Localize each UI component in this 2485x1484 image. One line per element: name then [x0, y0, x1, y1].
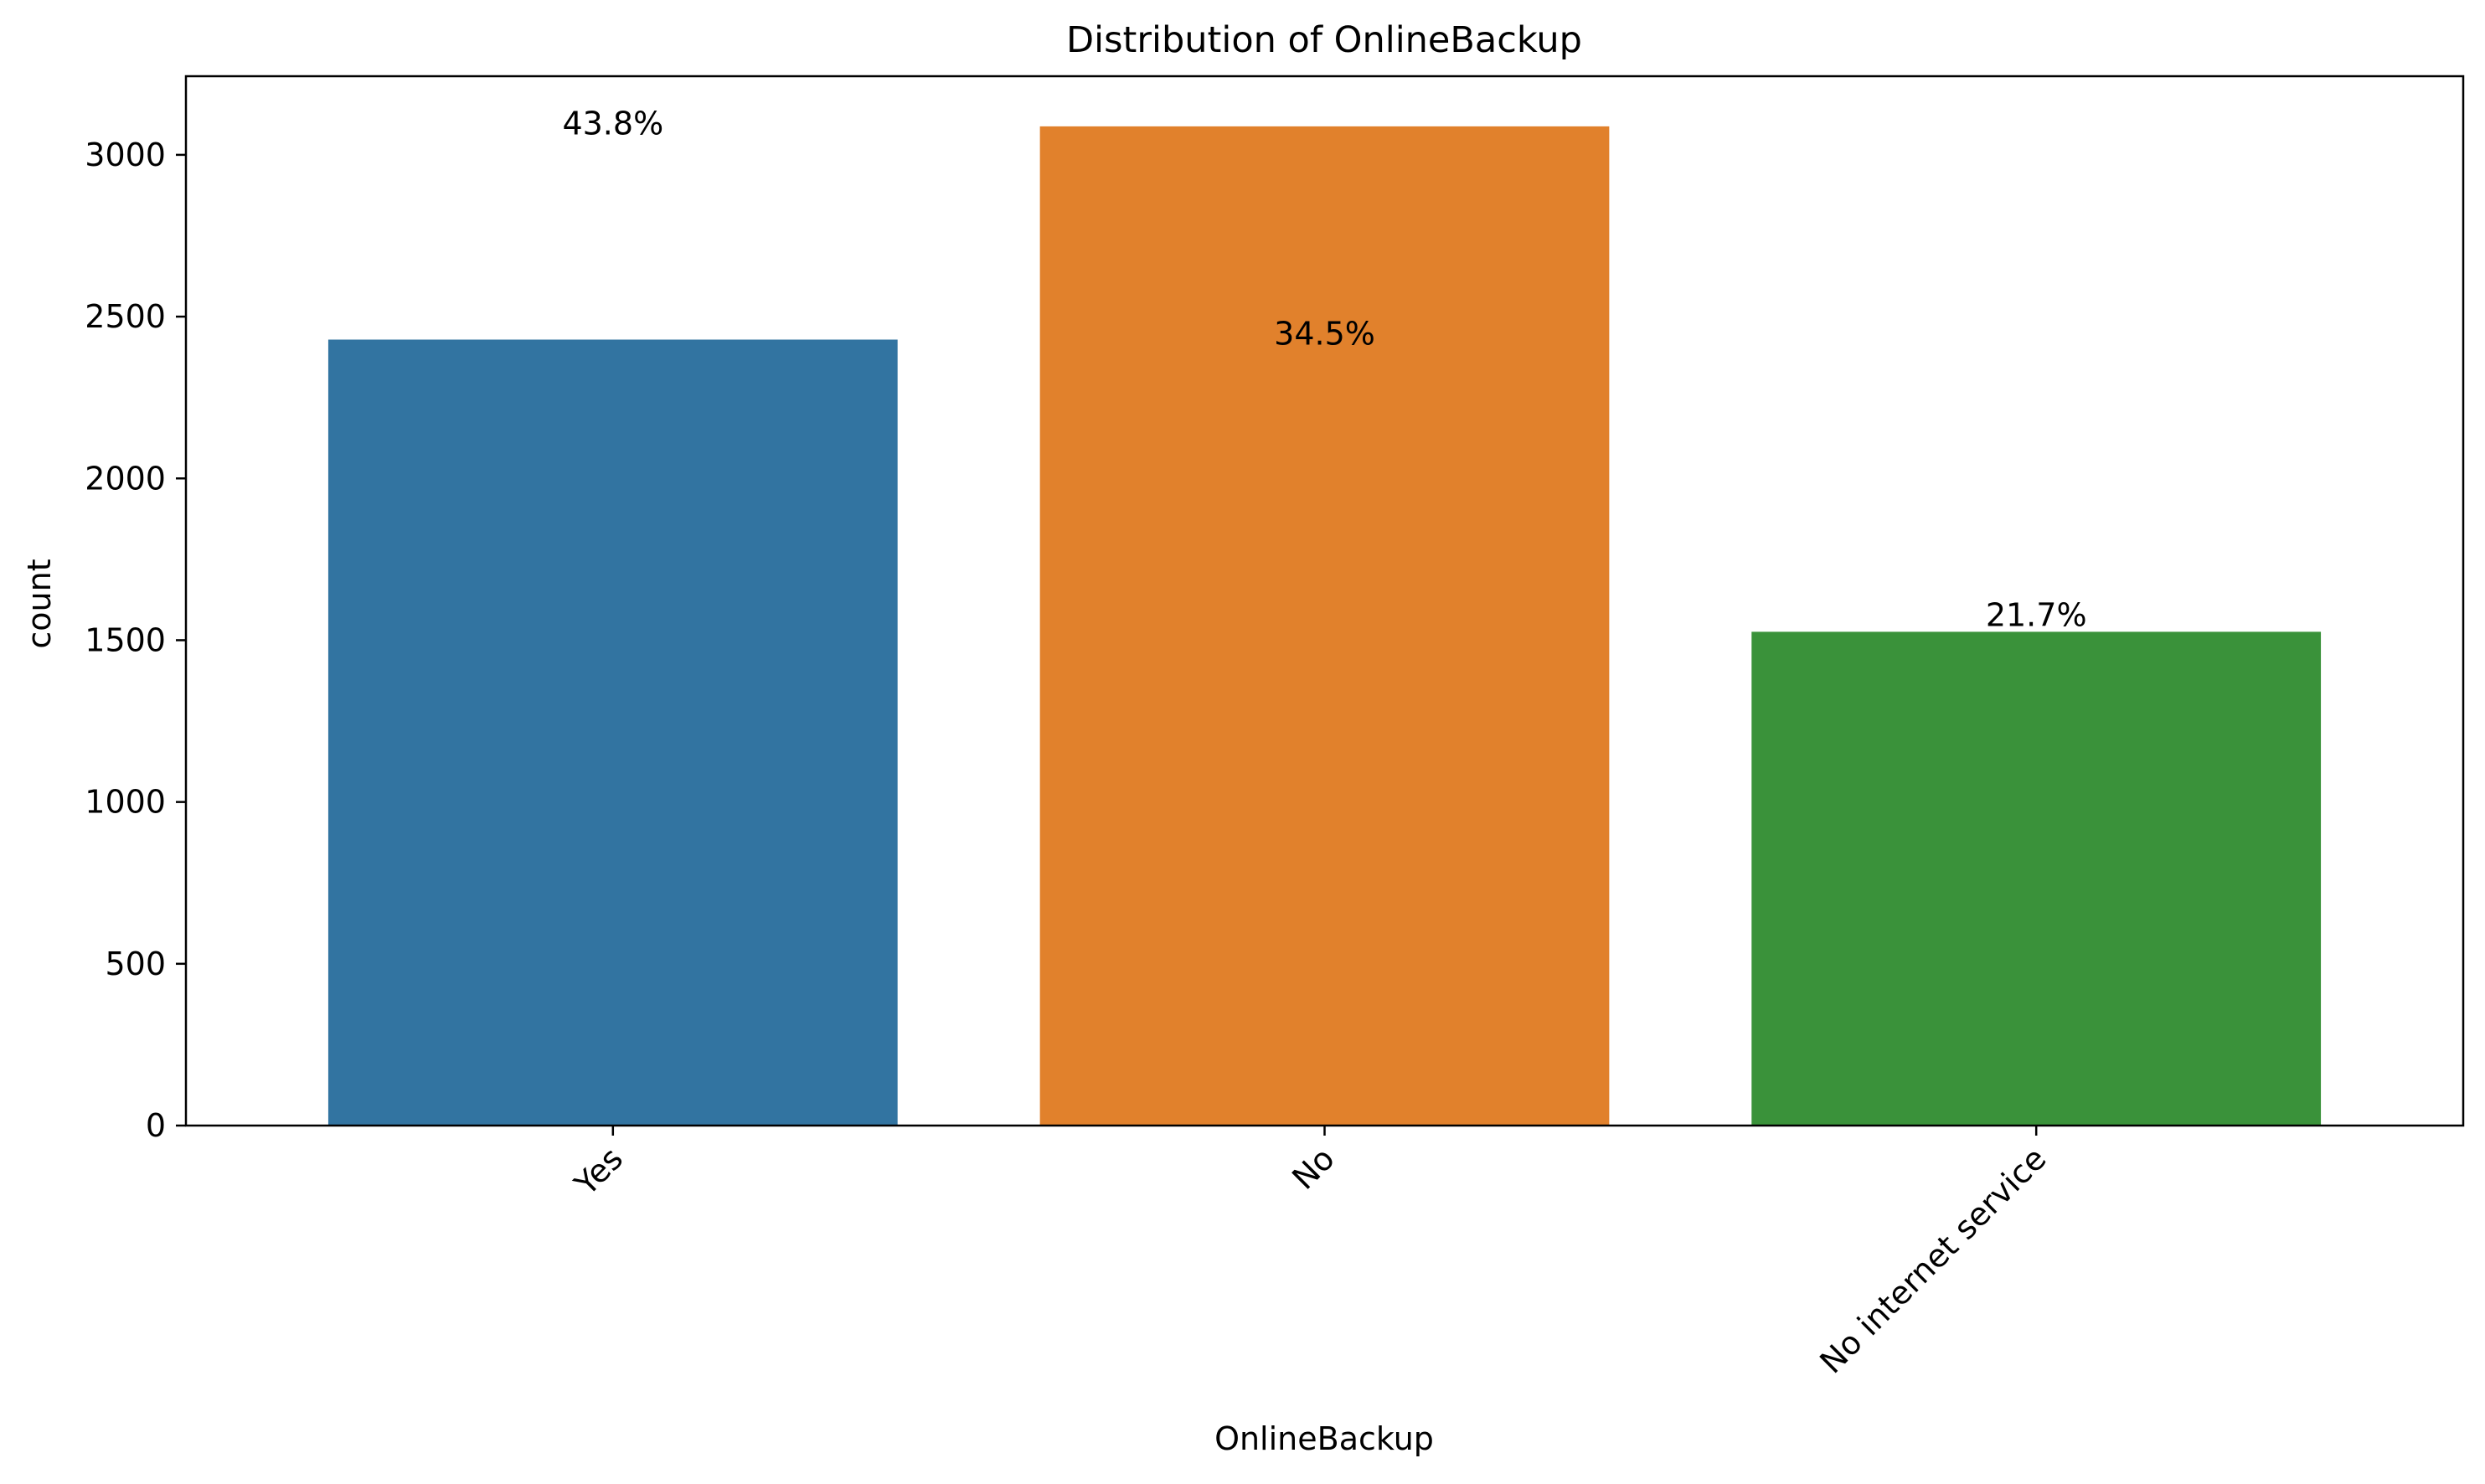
y-tick-label: 500 [105, 946, 166, 982]
bar-no-internet-service [1751, 631, 2322, 1126]
plot-frame [184, 75, 2465, 1127]
y-tick-label: 3000 [85, 137, 166, 173]
chart-title: Distribution of OnlineBackup [1066, 19, 1582, 61]
bar-label-no-internet-service: 21.7% [1986, 597, 2087, 634]
y-tick-label: 1000 [85, 784, 166, 821]
bar-labels-layer: 43.8% 34.5% 21.7% [562, 105, 2086, 633]
bars-layer [327, 126, 2322, 1126]
y-axis-ticks: 0 500 1000 1500 2000 2500 3000 [85, 137, 186, 1144]
bar-yes [327, 339, 898, 1126]
bar-label-yes: 43.8% [562, 105, 663, 142]
bar-label-no: 34.5% [1274, 315, 1375, 352]
y-tick-label: 1500 [85, 621, 166, 658]
y-tick-label: 2000 [85, 460, 166, 497]
y-tick-label: 2500 [85, 298, 166, 335]
y-axis-label: count [21, 559, 58, 648]
bar-no [1039, 126, 1610, 1126]
y-tick-label: 0 [146, 1107, 166, 1144]
x-axis-label: OnlineBackup [1214, 1420, 1434, 1457]
